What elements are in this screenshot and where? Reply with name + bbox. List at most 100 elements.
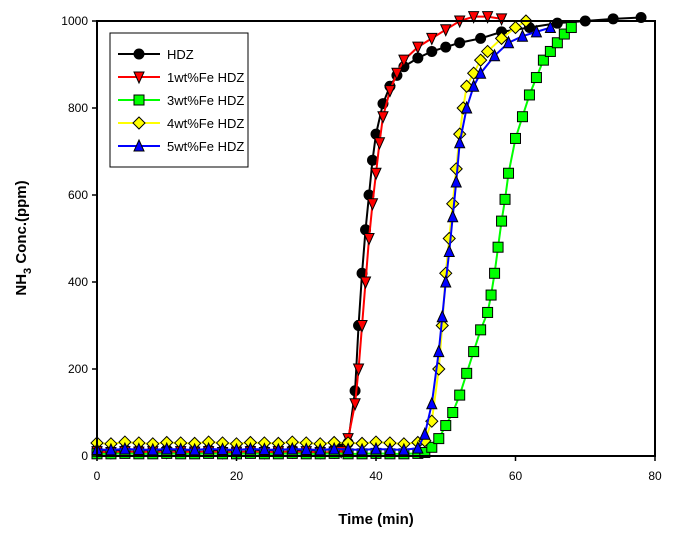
y-label-main: NH bbox=[13, 274, 30, 296]
triangle-down-marker bbox=[356, 320, 368, 333]
square-marker bbox=[558, 28, 570, 40]
legend-label: 1wt%Fe HDZ bbox=[167, 70, 244, 85]
triangle-down-marker bbox=[377, 111, 389, 124]
triangle-up-marker bbox=[356, 442, 368, 456]
square-marker bbox=[499, 193, 511, 205]
triangle-up-marker bbox=[300, 442, 313, 455]
triangle-up-marker bbox=[230, 442, 243, 456]
diamond-marker bbox=[508, 20, 523, 35]
triangle-up-marker bbox=[342, 442, 354, 455]
square-marker bbox=[447, 407, 459, 418]
triangle-down-marker bbox=[359, 276, 372, 290]
legend-label: 4wt%Fe HDZ bbox=[167, 116, 244, 131]
square-marker bbox=[461, 367, 473, 379]
triangle-down-marker bbox=[481, 11, 494, 24]
triangle-up-marker bbox=[530, 24, 543, 38]
triangle-down-marker bbox=[363, 233, 375, 246]
x-tick-label: 80 bbox=[648, 469, 662, 483]
square-marker bbox=[482, 306, 494, 318]
square-marker bbox=[516, 111, 528, 123]
y-tick-label: 400 bbox=[68, 275, 88, 289]
triangle-up-marker bbox=[272, 442, 285, 456]
series-layer bbox=[90, 11, 647, 460]
triangle-down-marker bbox=[366, 198, 379, 211]
triangle-up-marker bbox=[502, 35, 515, 49]
triangle-down-marker bbox=[384, 85, 396, 98]
circle-marker bbox=[133, 48, 145, 60]
y-tick-label: 1000 bbox=[61, 14, 88, 28]
triangle-up-marker bbox=[314, 442, 326, 456]
triangle-up-marker bbox=[460, 100, 473, 114]
triangle-up-marker bbox=[119, 441, 131, 455]
triangle-up-marker bbox=[544, 20, 557, 34]
x-axis-label: Time (min) bbox=[338, 511, 414, 528]
square-marker bbox=[133, 94, 145, 106]
triangle-up-marker bbox=[105, 442, 117, 456]
x-tick-label: 20 bbox=[230, 469, 244, 483]
triangle-down-marker bbox=[439, 24, 452, 37]
triangle-up-marker bbox=[488, 48, 501, 62]
triangle-up-marker bbox=[216, 442, 229, 455]
triangle-up-marker bbox=[384, 442, 396, 455]
triangle-up-marker bbox=[258, 442, 271, 455]
legend-label: 5wt%Fe HDZ bbox=[167, 139, 244, 154]
circle-marker bbox=[607, 13, 619, 25]
square-marker bbox=[551, 37, 563, 49]
triangle-up-marker bbox=[436, 309, 449, 323]
triangle-up-marker bbox=[412, 440, 424, 454]
triangle-down-marker bbox=[495, 13, 508, 27]
square-marker bbox=[468, 346, 480, 358]
square-marker bbox=[523, 89, 535, 101]
triangle-up-marker bbox=[286, 441, 299, 455]
triangle-up-marker bbox=[467, 79, 480, 92]
y-label-subscript: 3 bbox=[22, 268, 34, 274]
diamond-marker bbox=[132, 116, 146, 130]
y-tick-label: 200 bbox=[68, 362, 88, 376]
circle-marker bbox=[426, 45, 438, 57]
triangle-down-marker bbox=[349, 398, 361, 412]
square-marker bbox=[489, 267, 501, 279]
triangle-down-marker bbox=[412, 41, 424, 55]
square-marker bbox=[426, 441, 438, 453]
triangle-up-marker bbox=[446, 209, 459, 223]
triangle-up-marker bbox=[443, 244, 456, 258]
triangle-down-marker bbox=[370, 167, 382, 181]
x-tick-label: 0 bbox=[94, 469, 101, 483]
square-marker bbox=[510, 132, 521, 144]
triangle-down-marker bbox=[133, 71, 145, 85]
y-tick-label: 600 bbox=[68, 188, 88, 202]
triangle-up-marker bbox=[147, 442, 159, 456]
circle-marker bbox=[412, 52, 424, 64]
triangle-up-marker bbox=[133, 442, 145, 455]
circle-marker bbox=[454, 37, 466, 49]
y-tick-label: 800 bbox=[68, 101, 88, 115]
square-marker bbox=[530, 72, 542, 84]
triangle-up-marker bbox=[474, 65, 487, 79]
triangle-down-marker bbox=[391, 67, 403, 81]
circle-marker bbox=[440, 41, 452, 53]
triangle-up-marker bbox=[439, 274, 452, 288]
triangle-up-marker bbox=[174, 442, 187, 455]
square-marker bbox=[440, 420, 452, 432]
y-label-rest: Conc.(ppm) bbox=[13, 180, 30, 268]
x-tick-label: 60 bbox=[509, 469, 523, 483]
square-marker bbox=[475, 324, 487, 336]
square-marker bbox=[565, 22, 577, 34]
square-marker bbox=[537, 54, 549, 66]
square-marker bbox=[496, 215, 508, 227]
diamond-marker bbox=[432, 362, 446, 376]
triangle-up-marker bbox=[398, 442, 410, 456]
legend-label: HDZ bbox=[167, 47, 194, 62]
diamond-marker bbox=[480, 44, 495, 59]
triangle-up-marker bbox=[328, 441, 340, 455]
triangle-up-marker bbox=[202, 441, 215, 455]
triangle-up-marker bbox=[370, 441, 382, 455]
triangle-down-marker bbox=[373, 137, 386, 151]
square-marker bbox=[485, 289, 497, 301]
legend-label: 3wt%Fe HDZ bbox=[167, 93, 244, 108]
circle-marker bbox=[551, 17, 563, 29]
triangle-down-marker bbox=[467, 11, 480, 24]
circle-marker bbox=[367, 154, 379, 166]
triangle-up-marker bbox=[133, 138, 145, 152]
